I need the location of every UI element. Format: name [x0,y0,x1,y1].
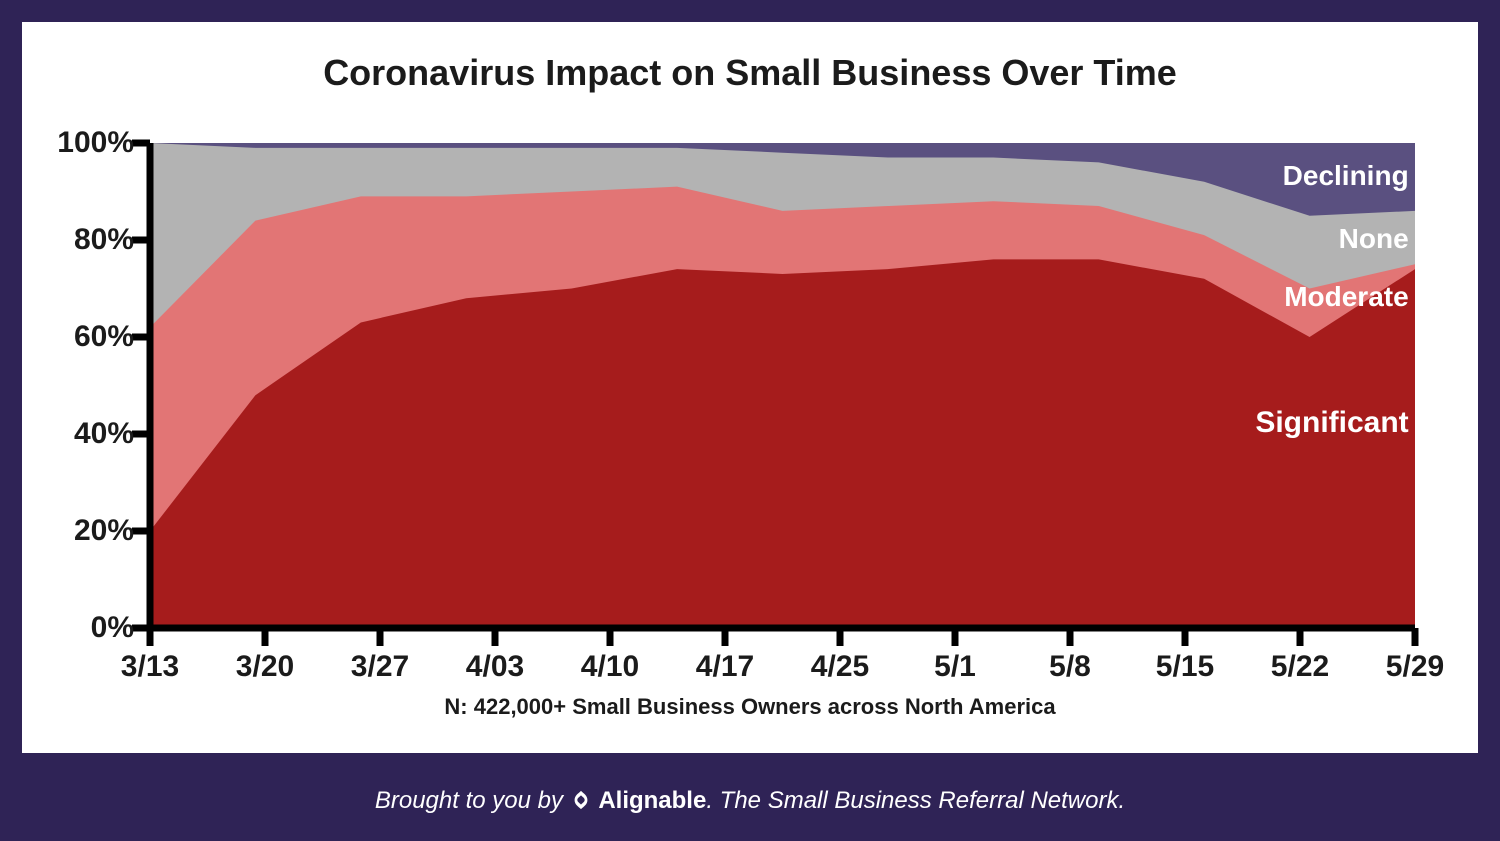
x-tick-label: 5/1 [934,650,976,684]
chart-inner: Coronavirus Impact on Small Business Ove… [22,22,1478,753]
x-tick-label: 4/10 [581,650,639,684]
series-label-declining: Declining [150,160,1409,192]
x-tick-label: 4/25 [811,650,869,684]
x-tick-label: 4/03 [466,650,524,684]
chart-outer: Coronavirus Impact on Small Business Ove… [0,0,1500,841]
chart-svg [150,143,1415,628]
alignable-logo-icon [570,789,592,818]
footer-brand: Alignable [598,787,706,814]
x-tick-label: 5/15 [1156,650,1214,684]
x-tick-label: 5/22 [1271,650,1329,684]
footer-suffix: . The Small Business Referral Network. [706,787,1125,814]
y-tick-label: 100% [22,126,134,160]
footer-bar: Brought to you by Alignable. The Small B… [0,787,1500,818]
y-tick-label: 60% [22,320,134,354]
chart-plot-area: 0%20%40%60%80%100%3/133/203/274/034/104/… [150,143,1415,628]
y-tick-label: 0% [22,611,134,645]
x-tick-label: 4/17 [696,650,754,684]
y-tick-label: 40% [22,417,134,451]
chart-footnote: N: 422,000+ Small Business Owners across… [22,694,1478,720]
x-tick-label: 3/20 [236,650,294,684]
footer-prefix: Brought to you by [375,787,570,814]
x-tick-label: 5/29 [1386,650,1444,684]
x-tick-label: 3/27 [351,650,409,684]
chart-title: Coronavirus Impact on Small Business Ove… [22,52,1478,94]
x-tick-label: 5/8 [1049,650,1091,684]
series-label-significant: Significant [150,406,1409,440]
y-tick-label: 80% [22,223,134,257]
series-label-moderate: Moderate [150,281,1409,313]
series-label-none: None [150,223,1409,255]
y-tick-label: 20% [22,514,134,548]
x-tick-label: 3/13 [121,650,179,684]
